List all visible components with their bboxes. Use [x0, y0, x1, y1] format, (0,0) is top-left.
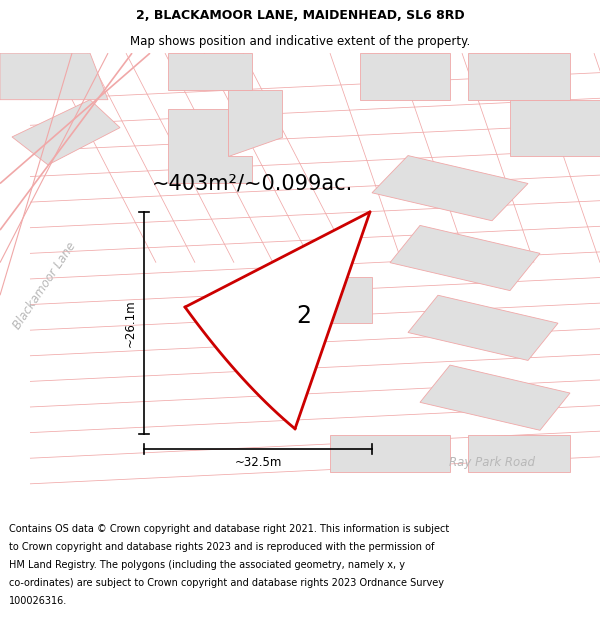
Polygon shape — [168, 109, 252, 184]
Text: Contains OS data © Crown copyright and database right 2021. This information is : Contains OS data © Crown copyright and d… — [9, 524, 449, 534]
Polygon shape — [372, 156, 528, 221]
Polygon shape — [468, 53, 570, 99]
Polygon shape — [228, 91, 282, 156]
Polygon shape — [510, 99, 600, 156]
Polygon shape — [360, 53, 450, 99]
Polygon shape — [390, 226, 540, 291]
Polygon shape — [420, 365, 570, 430]
Text: 2: 2 — [296, 304, 311, 328]
Polygon shape — [468, 435, 570, 472]
Text: 100026316.: 100026316. — [9, 596, 67, 606]
Text: Blackamoor Lane: Blackamoor Lane — [11, 240, 79, 332]
Text: HM Land Registry. The polygons (including the associated geometry, namely x, y: HM Land Registry. The polygons (includin… — [9, 560, 405, 570]
Text: co-ordinates) are subject to Crown copyright and database rights 2023 Ordnance S: co-ordinates) are subject to Crown copyr… — [9, 578, 444, 588]
Polygon shape — [0, 53, 108, 99]
Polygon shape — [312, 277, 372, 323]
Text: ~26.1m: ~26.1m — [124, 299, 137, 347]
Text: Ray Park Road: Ray Park Road — [449, 456, 535, 469]
Text: Map shows position and indicative extent of the property.: Map shows position and indicative extent… — [130, 35, 470, 48]
Text: to Crown copyright and database rights 2023 and is reproduced with the permissio: to Crown copyright and database rights 2… — [9, 542, 434, 552]
Polygon shape — [168, 53, 252, 91]
Polygon shape — [330, 435, 450, 472]
Polygon shape — [408, 295, 558, 361]
Text: 2, BLACKAMOOR LANE, MAIDENHEAD, SL6 8RD: 2, BLACKAMOOR LANE, MAIDENHEAD, SL6 8RD — [136, 9, 464, 22]
Text: ~403m²/~0.099ac.: ~403m²/~0.099ac. — [151, 174, 353, 194]
Polygon shape — [12, 99, 120, 165]
Polygon shape — [185, 212, 370, 429]
Text: ~32.5m: ~32.5m — [235, 456, 281, 469]
